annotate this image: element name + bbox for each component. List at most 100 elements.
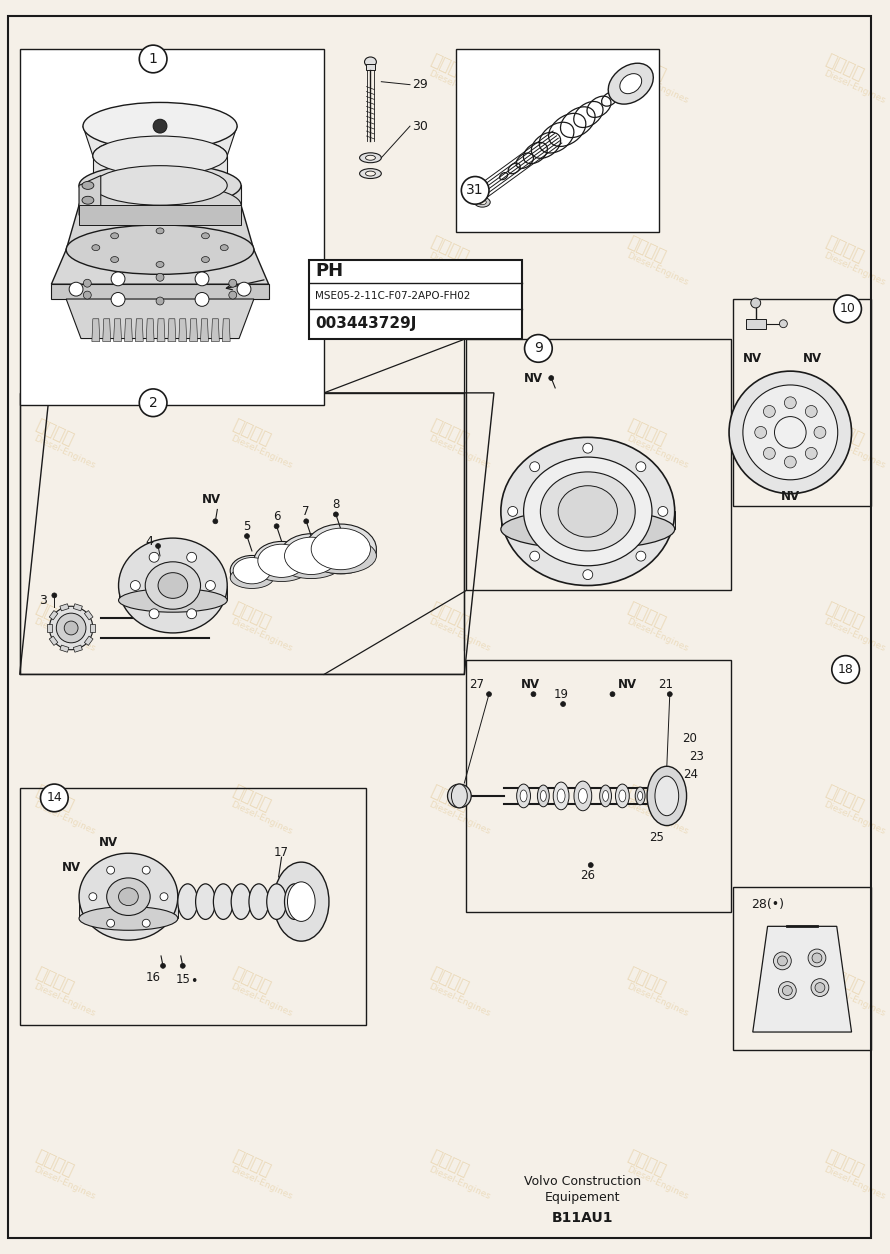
Ellipse shape <box>158 573 188 598</box>
Text: 26: 26 <box>580 869 595 882</box>
Bar <box>73 603 83 611</box>
Text: Diesel-Engines: Diesel-Engines <box>625 434 689 470</box>
Circle shape <box>530 461 539 472</box>
Ellipse shape <box>619 74 642 94</box>
Ellipse shape <box>520 790 527 801</box>
Text: Diesel-Engines: Diesel-Engines <box>625 799 689 836</box>
Text: 紫发动力: 紫发动力 <box>822 50 867 84</box>
Text: 紫发动力: 紫发动力 <box>230 50 274 84</box>
Circle shape <box>636 461 646 472</box>
Circle shape <box>187 608 197 618</box>
Circle shape <box>780 320 788 327</box>
Circle shape <box>811 978 829 997</box>
Text: 29: 29 <box>412 78 428 92</box>
Polygon shape <box>52 285 269 298</box>
Bar <box>457 49 659 232</box>
Text: 20: 20 <box>682 732 697 745</box>
Text: 2: 2 <box>149 396 158 410</box>
Text: NV: NV <box>781 490 800 503</box>
Ellipse shape <box>93 166 227 206</box>
Ellipse shape <box>305 538 376 573</box>
Text: NV: NV <box>743 352 763 365</box>
Polygon shape <box>52 250 269 285</box>
Ellipse shape <box>249 884 269 919</box>
Text: NV: NV <box>61 860 81 874</box>
Bar <box>85 636 93 646</box>
Ellipse shape <box>501 509 675 549</box>
Polygon shape <box>125 319 133 341</box>
Bar <box>20 788 366 1025</box>
Text: Diesel-Engines: Diesel-Engines <box>625 1165 689 1201</box>
Text: Diesel-Engines: Diesel-Engines <box>427 251 491 287</box>
Text: MSE05-2-11C-F07-2APO-FH02: MSE05-2-11C-F07-2APO-FH02 <box>315 291 471 301</box>
Ellipse shape <box>312 528 370 569</box>
Polygon shape <box>200 319 208 341</box>
Text: 紫发动力: 紫发动力 <box>427 1147 472 1180</box>
Bar <box>733 298 871 507</box>
Text: 14: 14 <box>46 791 62 804</box>
Ellipse shape <box>608 63 653 104</box>
Text: 紫发动力: 紫发动力 <box>427 50 472 84</box>
Circle shape <box>784 456 797 468</box>
Circle shape <box>237 282 251 296</box>
Polygon shape <box>79 186 241 206</box>
Text: 4: 4 <box>145 534 153 548</box>
Text: 003443729J: 003443729J <box>315 316 417 331</box>
Bar <box>20 393 465 675</box>
Circle shape <box>107 867 115 874</box>
Circle shape <box>588 863 594 868</box>
Ellipse shape <box>603 790 609 801</box>
Ellipse shape <box>267 884 287 919</box>
Ellipse shape <box>279 534 343 578</box>
Circle shape <box>56 613 86 643</box>
Polygon shape <box>66 206 254 250</box>
Ellipse shape <box>279 547 343 578</box>
Ellipse shape <box>360 168 381 178</box>
Text: 紫发动力: 紫发动力 <box>625 781 669 815</box>
Polygon shape <box>190 319 198 341</box>
Circle shape <box>213 519 218 524</box>
Text: 紫发动力: 紫发动力 <box>32 781 77 815</box>
Circle shape <box>524 335 552 362</box>
Text: 紫发动力: 紫发动力 <box>230 598 274 632</box>
Ellipse shape <box>145 562 200 609</box>
Text: 8: 8 <box>332 498 340 512</box>
Circle shape <box>448 784 471 808</box>
Text: 紫发动力: 紫发动力 <box>230 781 274 815</box>
Circle shape <box>131 581 141 591</box>
Circle shape <box>107 919 115 927</box>
Text: 紫发动力: 紫发动力 <box>427 781 472 815</box>
Ellipse shape <box>118 588 227 612</box>
Circle shape <box>84 280 92 287</box>
Circle shape <box>140 389 167 416</box>
Circle shape <box>549 376 554 380</box>
Text: Diesel-Engines: Diesel-Engines <box>32 617 96 653</box>
Circle shape <box>834 295 862 322</box>
Text: NV: NV <box>202 494 221 507</box>
Text: 25: 25 <box>650 831 664 844</box>
Text: Diesel-Engines: Diesel-Engines <box>822 69 886 105</box>
Text: Diesel-Engines: Diesel-Engines <box>427 434 491 470</box>
Circle shape <box>303 519 309 524</box>
Bar <box>466 339 731 591</box>
Text: Diesel-Engines: Diesel-Engines <box>822 434 886 470</box>
Ellipse shape <box>578 789 587 804</box>
Text: Diesel-Engines: Diesel-Engines <box>230 982 294 1018</box>
Text: Diesel-Engines: Diesel-Engines <box>822 982 886 1018</box>
Text: 18: 18 <box>837 663 854 676</box>
Text: 23: 23 <box>690 750 704 762</box>
Polygon shape <box>93 155 227 186</box>
Bar <box>366 64 376 70</box>
Circle shape <box>832 656 860 683</box>
Ellipse shape <box>221 245 228 251</box>
Ellipse shape <box>93 135 227 176</box>
Ellipse shape <box>233 558 271 584</box>
Text: NV: NV <box>803 352 821 365</box>
Text: 紫发动力: 紫发动力 <box>625 1147 669 1180</box>
Circle shape <box>583 569 593 579</box>
Text: Diesel-Engines: Diesel-Engines <box>625 617 689 653</box>
Circle shape <box>206 581 215 591</box>
Text: 19: 19 <box>554 688 569 701</box>
Polygon shape <box>157 319 165 341</box>
Circle shape <box>805 448 817 459</box>
